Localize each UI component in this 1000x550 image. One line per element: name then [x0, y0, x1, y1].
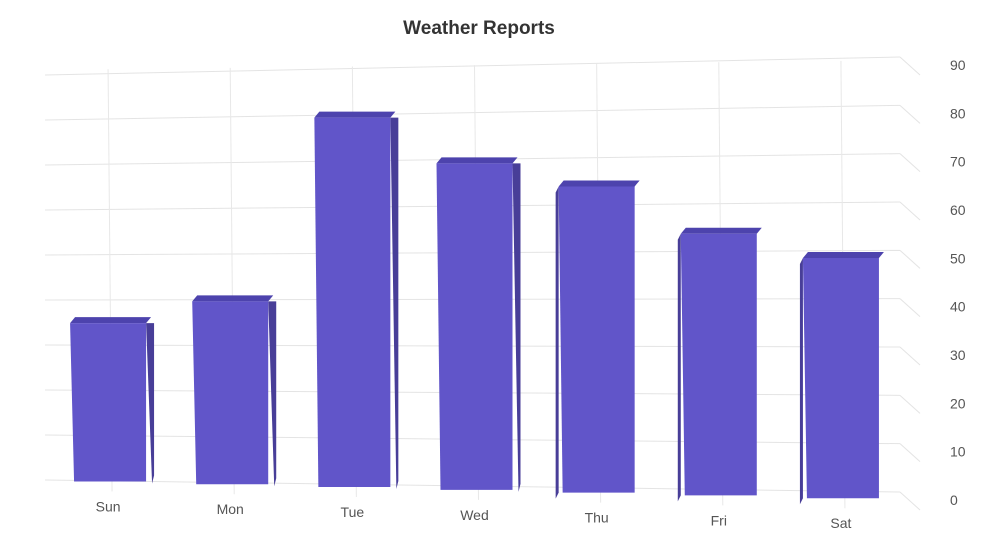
x-tick-label: Sun — [96, 498, 121, 514]
bar-top — [802, 252, 884, 259]
bar-top — [192, 295, 274, 302]
gridline-depth — [899, 201, 921, 221]
y-tick-label: 70 — [950, 154, 966, 170]
x-tick-label: Tue — [341, 504, 365, 520]
bars — [70, 111, 884, 505]
bar-side — [146, 323, 155, 484]
gridline-depth — [899, 104, 921, 124]
y-tick-label: 60 — [950, 202, 966, 218]
bar-thu[interactable] — [555, 180, 640, 499]
y-tick-label: 0 — [950, 492, 958, 508]
gridline-h — [44, 56, 901, 76]
y-tick-label: 90 — [950, 57, 966, 73]
bar-top — [558, 180, 640, 187]
bar-front — [436, 163, 513, 490]
bar-front — [192, 301, 269, 485]
bar-top — [436, 157, 518, 164]
y-tick-label: 30 — [950, 347, 966, 363]
x-tick-label: Wed — [460, 507, 489, 523]
bar-side — [799, 258, 803, 505]
gridline-depth — [899, 394, 921, 414]
x-tick-label: Sat — [830, 515, 851, 531]
y-axis: 0 10 20 30 40 50 60 70 80 90 — [950, 57, 966, 508]
bar-mon[interactable] — [192, 295, 277, 487]
gridline-depth — [899, 298, 921, 318]
bar-front — [558, 186, 635, 493]
bar-wed[interactable] — [436, 157, 521, 492]
gridline-depth — [899, 249, 921, 269]
bar-tue[interactable] — [314, 111, 399, 490]
bar-side — [268, 301, 277, 487]
y-tick-label: 20 — [950, 395, 966, 411]
bar-side — [677, 233, 681, 502]
bar-side — [512, 163, 521, 492]
gridline-depth — [899, 56, 921, 76]
bar-front — [70, 323, 147, 482]
gridline-depth — [899, 153, 921, 173]
chart-title: Weather Reports — [403, 18, 555, 39]
y-tick-label: 10 — [950, 444, 966, 460]
bar-front — [314, 117, 391, 488]
bar-top — [314, 111, 396, 118]
bar-sat[interactable] — [799, 252, 884, 505]
x-tick-label: Mon — [217, 501, 244, 517]
y-tick-label: 40 — [950, 299, 966, 315]
gridline-h — [44, 104, 901, 121]
x-axis: Sun Mon Tue Wed Thu Fri Sat — [96, 498, 852, 531]
bar-side — [555, 186, 559, 499]
bar-fri[interactable] — [677, 227, 762, 502]
gridline-depth — [899, 443, 921, 463]
gridline-depth — [899, 491, 921, 511]
y-tick-label: 80 — [950, 105, 966, 121]
bar-front — [802, 258, 879, 499]
bar-top — [680, 227, 762, 234]
y-tick-label: 50 — [950, 250, 966, 266]
gridline-depth — [899, 346, 921, 366]
x-tick-label: Thu — [585, 510, 609, 526]
x-tick-label: Fri — [711, 512, 727, 528]
bar-front — [680, 233, 757, 496]
bar-side — [390, 117, 399, 490]
bar-top — [70, 317, 152, 324]
bar-sun[interactable] — [70, 317, 155, 484]
